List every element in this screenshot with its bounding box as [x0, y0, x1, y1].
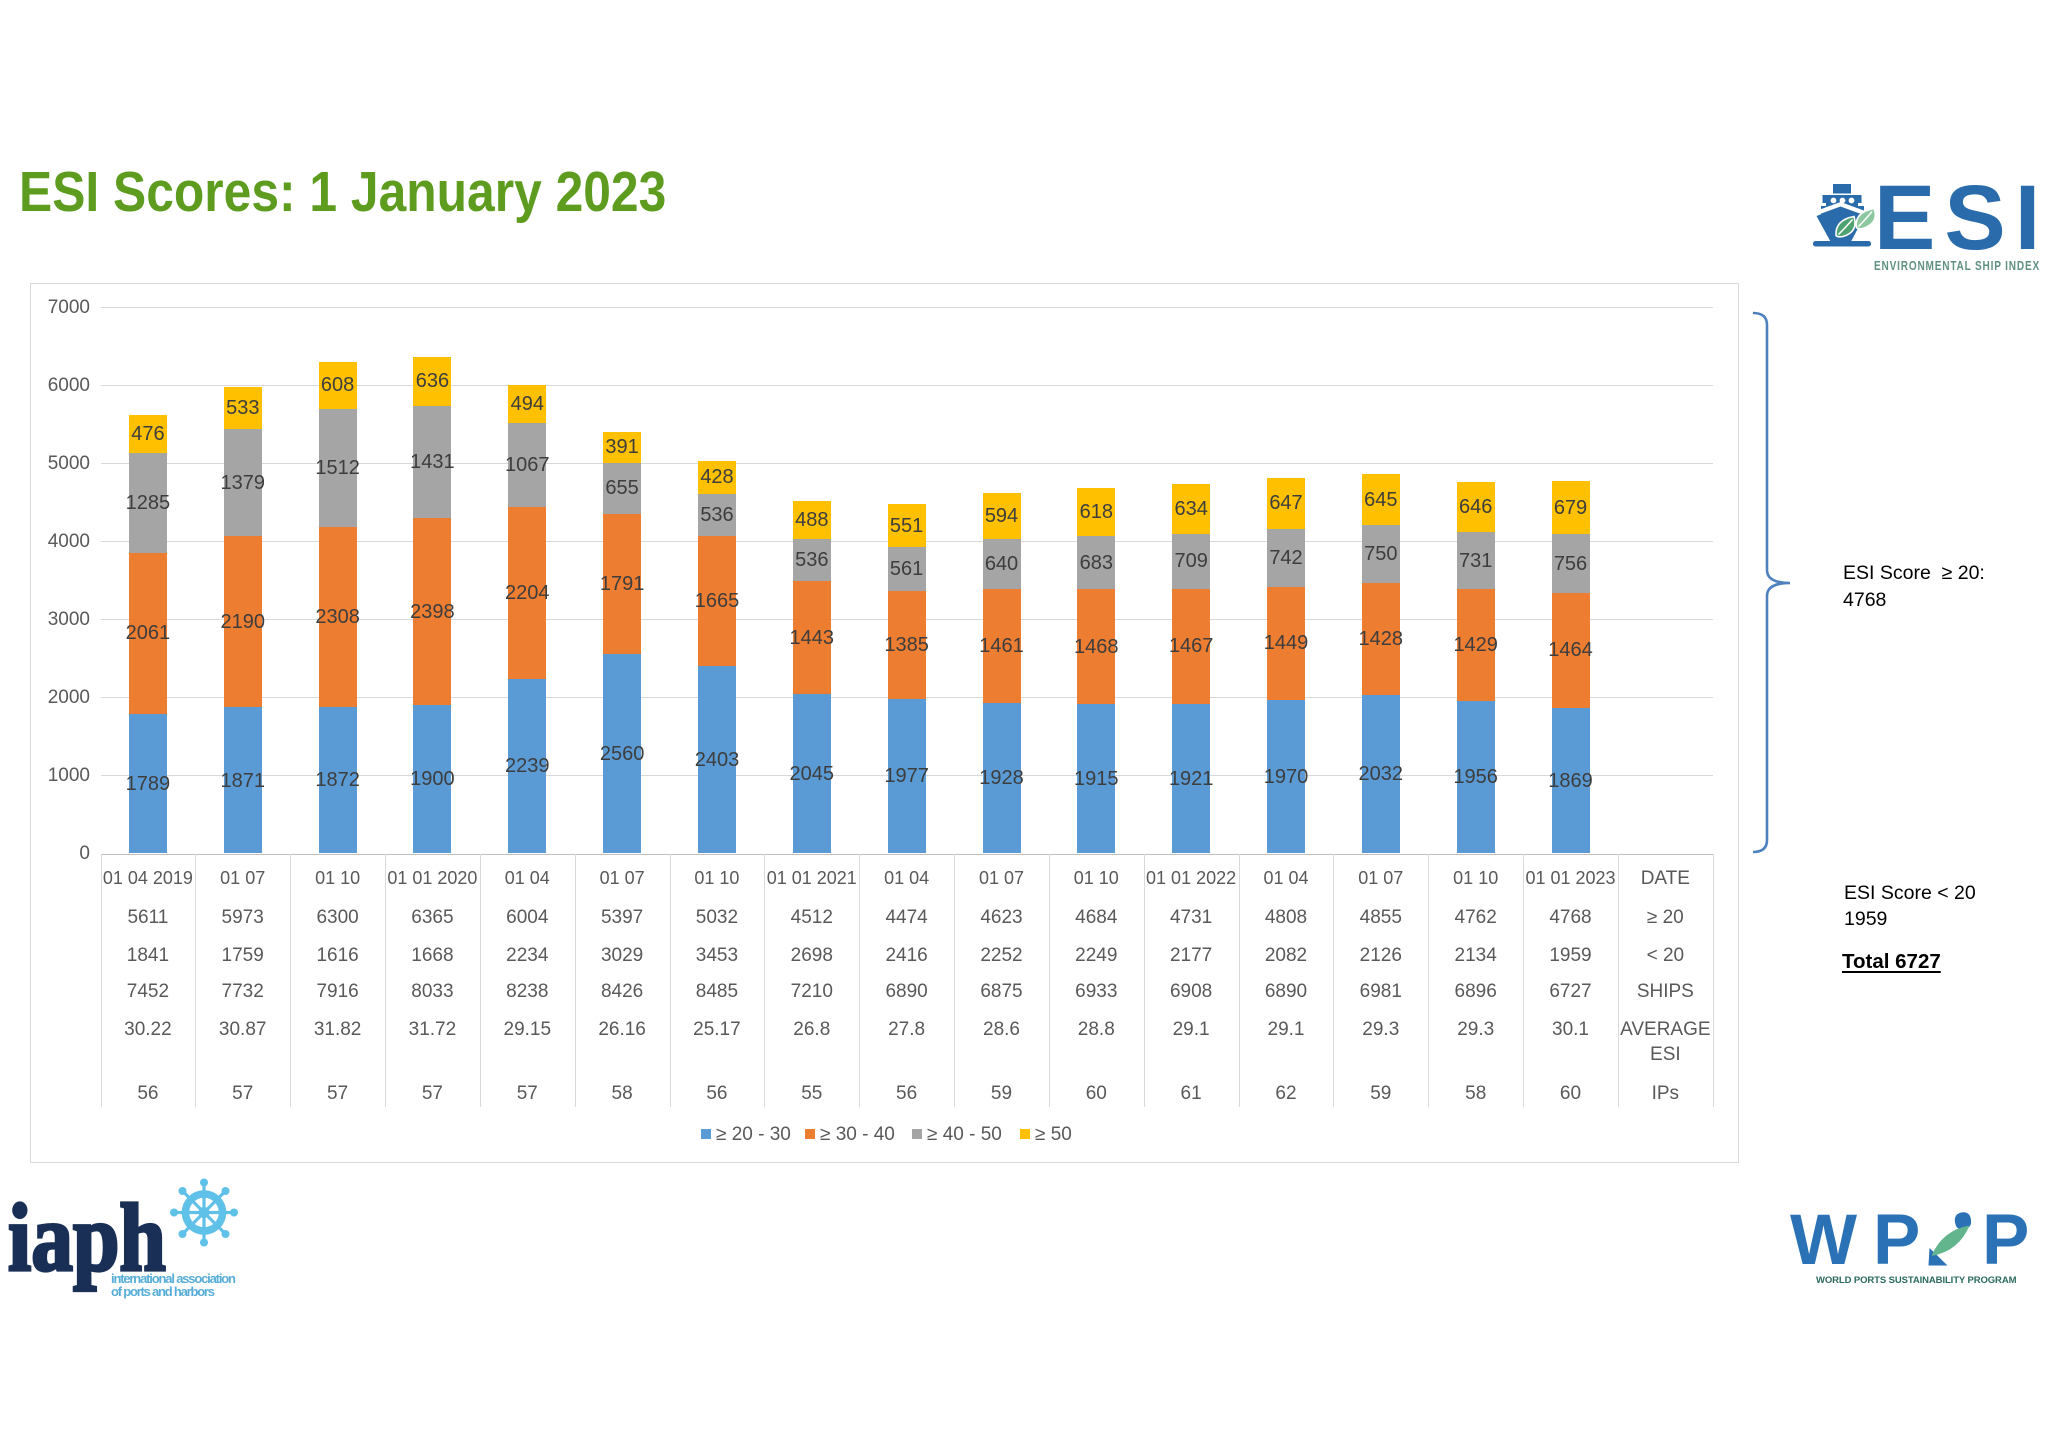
svg-text:ENVIRONMENTAL SHIP INDEX: ENVIRONMENTAL SHIP INDEX — [1874, 259, 2040, 273]
svg-text:WORLD PORTS SUSTAINABILITY PRO: WORLD PORTS SUSTAINABILITY PROGRAM — [1816, 1275, 2017, 1286]
svg-text:iaph: iaph — [8, 1186, 166, 1292]
svg-text:P: P — [1873, 1201, 1920, 1280]
svg-text:ESI: ESI — [1874, 175, 2048, 269]
svg-text:P: P — [1982, 1201, 2029, 1280]
svg-text:international association: international association — [111, 1271, 236, 1286]
svg-text:W: W — [1790, 1201, 1857, 1280]
svg-text:of ports and harbors: of ports and harbors — [111, 1284, 215, 1299]
